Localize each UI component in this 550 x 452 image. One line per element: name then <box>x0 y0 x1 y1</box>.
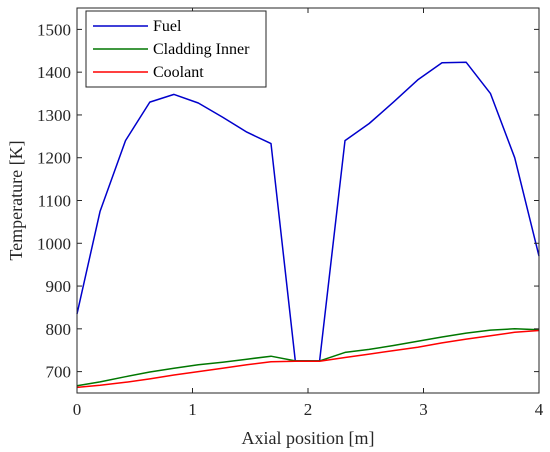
series-layer <box>76 61 540 389</box>
x-tick-label: 2 <box>304 400 313 419</box>
x-tick-label: 3 <box>419 400 428 419</box>
legend-label-fuel: Fuel <box>153 18 182 35</box>
x-tick-label: 1 <box>188 400 197 419</box>
legend: Fuel Cladding Inner Coolant <box>85 10 267 88</box>
y-tick-label: 1500 <box>37 20 71 39</box>
y-tick-label: 900 <box>46 277 72 296</box>
legend-label-cladding-inner: Cladding Inner <box>153 41 250 58</box>
y-tick-label: 800 <box>46 320 72 339</box>
y-tick-label: 1400 <box>37 63 71 82</box>
series-line-coolant <box>76 329 540 389</box>
y-tick-label: 700 <box>46 363 72 382</box>
y-axis-label: Temperature [K] <box>6 140 26 260</box>
y-tick-label: 1300 <box>37 106 71 125</box>
x-tick-label: 0 <box>73 400 82 419</box>
y-tick-label: 1000 <box>37 234 71 253</box>
x-axis-label: Axial position [m] <box>242 428 375 448</box>
legend-label-coolant: Coolant <box>153 64 204 81</box>
y-tick-label: 1200 <box>37 149 71 168</box>
tick-layer: 0 1 2 3 4 700 800 900 1000 1100 1200 1300 1400 1500 <box>37 8 544 419</box>
y-tick-label: 1100 <box>38 192 71 211</box>
x-tick-label: 4 <box>535 400 544 419</box>
